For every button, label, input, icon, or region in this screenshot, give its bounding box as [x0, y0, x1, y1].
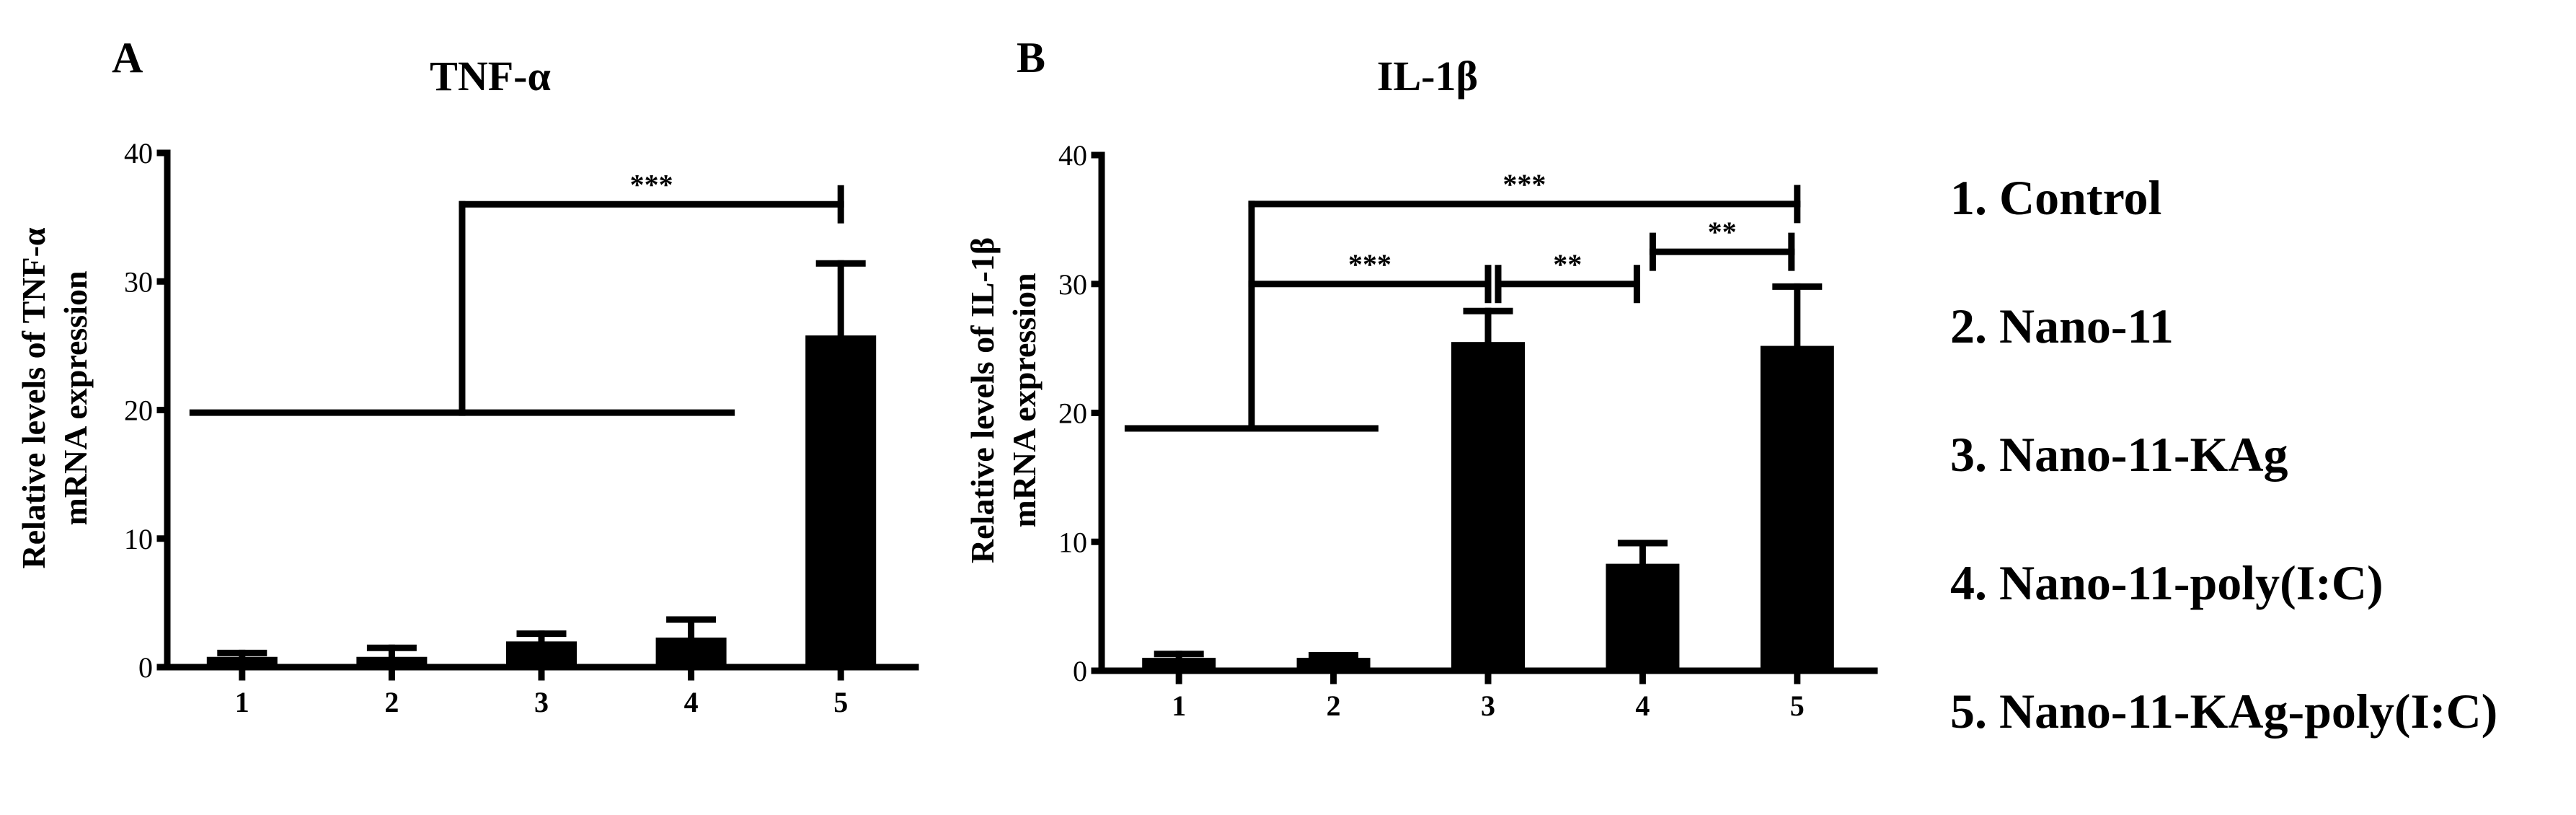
legend-item-4: 4. Nano-11-poly(I:C)	[1950, 555, 2384, 610]
panel-b-y-tick-label: 0	[1073, 655, 1087, 687]
legend-item-5: 5. Nano-11-KAg-poly(I:C)	[1950, 684, 2498, 739]
panel-b-title: IL-1β	[1377, 53, 1478, 100]
panel-b-y-tick-label: 30	[1058, 268, 1087, 301]
panel-a-y-tick-label: 0	[138, 651, 153, 684]
panel-a-y-tick-label: 10	[124, 523, 153, 555]
panel-a-x-tick-label: 1	[235, 686, 249, 718]
panel-b-x-tick-label: 1	[1172, 690, 1186, 722]
legend-item-1: 1. Control	[1950, 170, 2162, 225]
panel-b-bar	[1142, 658, 1216, 671]
panel-a-letter: A	[112, 34, 143, 82]
panel-b-y-tick-label: 20	[1058, 397, 1087, 430]
panel-a-bar	[805, 335, 877, 667]
panel-a-bar	[506, 641, 577, 667]
legend: 1. Control 2. Nano-11 3. Nano-11-KAg 4. …	[1950, 173, 2570, 815]
panel-a: A TNF-α Relative levels of TNF-α mRNA ex…	[15, 34, 919, 718]
chart-canvas: A TNF-α Relative levels of TNF-α mRNA ex…	[15, 34, 1878, 722]
panel-a-x-tick-label: 5	[833, 686, 848, 718]
panel-b-ylabel-line1: Relative levels of IL-1β	[964, 237, 1001, 563]
panel-a-bar	[206, 656, 278, 667]
panel-b-sig-label: ***	[1348, 248, 1391, 281]
panel-b-x-tick-label: 2	[1327, 690, 1341, 722]
panel-b-y-tick-label: 40	[1058, 139, 1087, 172]
panel-a-bar	[655, 638, 727, 667]
panel-b-bar	[1606, 563, 1680, 671]
panel-a-y-tick-label: 30	[124, 265, 153, 298]
panel-b-bar	[1451, 342, 1525, 671]
panel-a-x-tick-label: 3	[534, 686, 549, 718]
panel-a-ylabel-line1: Relative levels of TNF-α	[15, 227, 52, 569]
legend-item-2: 2. Nano-11	[1950, 299, 2174, 353]
panel-b-bar	[1296, 658, 1371, 671]
panel-a-bar	[356, 656, 428, 667]
panel-b-bar	[1760, 345, 1834, 671]
panel-a-y-tick-label: 40	[124, 137, 153, 169]
panel-b-sig-label: **	[1708, 216, 1737, 248]
panel-b-sig-label: **	[1553, 248, 1582, 281]
panel-a-title: TNF-α	[430, 53, 551, 100]
panel-b-x-tick-label: 4	[1635, 690, 1650, 722]
panel-a-x-tick-label: 4	[684, 686, 699, 718]
panel-b-x-tick-label: 5	[1790, 690, 1805, 722]
panel-b-ylabel-line2: mRNA expression	[1006, 273, 1043, 527]
panel-b-x-tick-label: 3	[1481, 690, 1495, 722]
panel-a-sig-label: ***	[630, 168, 673, 201]
panel-b-letter: B	[1017, 34, 1045, 82]
panel-b-y-tick-label: 10	[1058, 526, 1087, 558]
panel-a-y-tick-label: 20	[124, 395, 153, 427]
panel-b-sig-label: ***	[1502, 168, 1546, 201]
legend-item-3: 3. Nano-11-KAg	[1950, 427, 2288, 482]
panel-b: B IL-1β Relative levels of IL-1β mRNA ex…	[964, 34, 1878, 722]
panel-a-x-tick-label: 2	[384, 686, 399, 718]
panel-a-ylabel-line2: mRNA expression	[57, 270, 94, 525]
